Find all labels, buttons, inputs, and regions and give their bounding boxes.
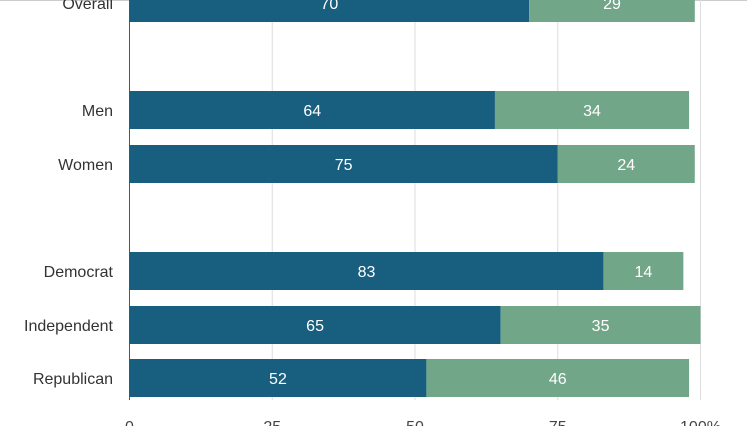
bar-value-label: 46: [549, 371, 567, 388]
bar-value-label: 14: [635, 264, 653, 281]
bar-segment-1: [129, 91, 495, 129]
bar-segment-1: [129, 252, 604, 290]
x-tick-label: 100%: [680, 419, 721, 426]
bars: 70 29 64 34 75 24 83 14 65 35 52 46: [129, 0, 701, 397]
category-label: Men: [82, 103, 113, 120]
bar-value-label: 34: [583, 103, 601, 120]
bar-value-label: 35: [592, 318, 610, 335]
bar-segment-1: [129, 0, 530, 22]
category-label: Republican: [33, 371, 113, 388]
bar-value-label: 24: [617, 157, 635, 174]
bar-segment-1: [129, 306, 501, 344]
bar-segment-2: [603, 252, 684, 290]
x-tick-label: 0: [125, 419, 134, 426]
bar-segment-1: [129, 145, 558, 183]
bar-segment-1: [129, 359, 427, 397]
bar-segment-2: [500, 306, 701, 344]
bar-value-label: 65: [306, 318, 324, 335]
bar-segment-2: [557, 145, 695, 183]
bar-value-label: 29: [603, 0, 621, 13]
bar-value-label: 52: [269, 371, 287, 388]
bar-segment-2: [426, 359, 690, 397]
category-label: Democrat: [44, 264, 114, 281]
category-label: Overall: [62, 0, 113, 13]
x-tick-label: 50: [406, 419, 424, 426]
bar-segment-2: [494, 91, 690, 129]
x-tick-label: 75: [549, 419, 567, 426]
bar-value-label: 70: [320, 0, 338, 13]
bar-value-label: 75: [335, 157, 353, 174]
category-labels: Overall Men Women Democrat Independent Republ…: [24, 0, 114, 388]
bar-value-label: 64: [303, 103, 321, 120]
category-label: Women: [58, 157, 113, 174]
bar-value-label: 83: [358, 264, 376, 281]
x-axis-ticks: 0 25 50 75 100%: [125, 419, 721, 426]
category-label: Independent: [24, 318, 114, 335]
x-tick-label: 25: [263, 419, 281, 426]
bar-segment-2: [529, 0, 695, 22]
